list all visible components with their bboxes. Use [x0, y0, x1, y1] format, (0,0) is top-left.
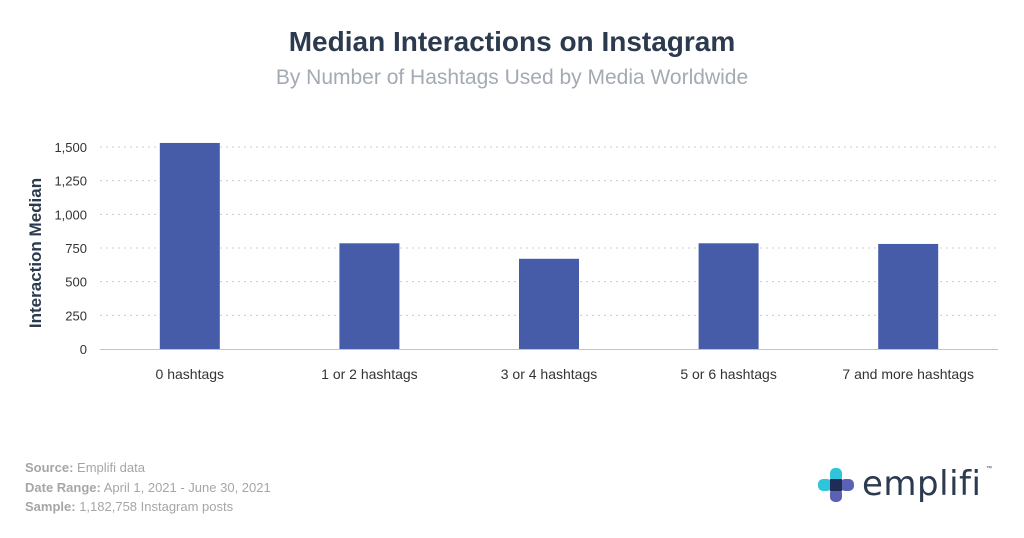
emplifi-logo: emplifi ™: [816, 464, 996, 506]
footer-sample: Sample: 1,182,758 Instagram posts: [25, 499, 233, 514]
chart-subtitle: By Number of Hashtags Used by Media Worl…: [275, 66, 749, 89]
chart-title: Median Interactions on Instagram: [288, 26, 736, 57]
x-tick-label: 7 and more hashtags: [842, 366, 974, 382]
y-tick-label: 1,000: [54, 207, 87, 222]
date-range-value: April 1, 2021 - June 30, 2021: [103, 480, 271, 495]
date-range-label: Date Range:: [25, 480, 101, 495]
y-tick-label: 750: [65, 241, 87, 256]
y-tick-label: 0: [80, 342, 87, 357]
x-tick-label: 5 or 6 hashtags: [680, 366, 777, 382]
y-tick-label: 1,500: [54, 140, 87, 155]
x-tick-label: 3 or 4 hashtags: [501, 366, 598, 382]
emplifi-logo-text: emplifi: [862, 464, 982, 504]
x-tick-label: 0 hashtags: [156, 366, 225, 382]
bar: [339, 243, 400, 349]
source-value: Emplifi data: [77, 460, 145, 475]
sample-value: 1,182,758 Instagram posts: [79, 499, 234, 514]
y-tick-label: 1,250: [54, 174, 87, 189]
sample-label: Sample:: [25, 499, 76, 514]
x-tick-label: 1 or 2 hashtags: [321, 366, 418, 382]
y-tick-label: 500: [65, 275, 87, 290]
bar: [159, 142, 220, 349]
trademark-mark: ™: [986, 466, 992, 472]
y-axis-label: Interaction Median: [26, 178, 45, 328]
bar: [698, 243, 759, 349]
source-label: Source:: [25, 460, 74, 475]
emplifi-logo-icon: [818, 468, 854, 502]
bar: [878, 243, 939, 349]
footer-source: Source: Emplifi data: [25, 460, 145, 475]
footer-date-range: Date Range: April 1, 2021 - June 30, 202…: [25, 480, 271, 495]
y-tick-label: 250: [65, 308, 87, 323]
bar-chart: 0 250 500 750 1,000 1,250 1,500 0 hashtags 1 or …: [26, 140, 998, 382]
bar: [519, 258, 579, 349]
